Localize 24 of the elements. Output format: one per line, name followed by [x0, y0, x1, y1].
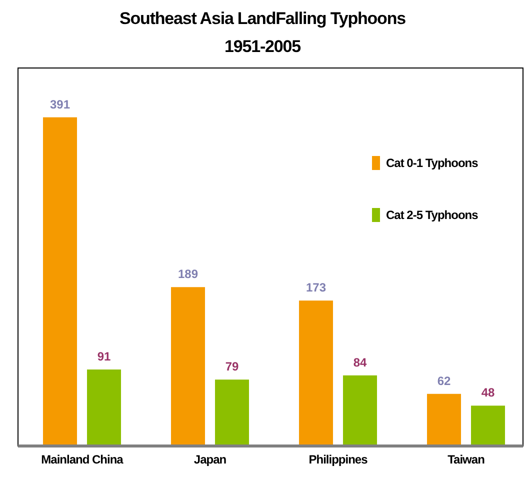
- bar: [427, 394, 461, 446]
- bar: [299, 300, 333, 446]
- x-tick-label: Philippines: [308, 452, 368, 467]
- x-tick-label: Japan: [194, 452, 226, 467]
- x-tick-label: Mainland China: [41, 452, 124, 467]
- data-label: 84: [353, 355, 367, 370]
- bar: [471, 406, 505, 446]
- legend-label: Cat 2-5 Typhoons: [386, 208, 479, 222]
- bar: [43, 117, 77, 446]
- data-label: 391: [50, 97, 70, 112]
- legend-label: Cat 0-1 Typhoons: [386, 156, 479, 170]
- data-label: 48: [481, 386, 495, 400]
- bar: [215, 380, 249, 446]
- data-label: 79: [225, 360, 239, 374]
- data-label: 173: [306, 280, 326, 295]
- data-label: 189: [178, 267, 198, 282]
- bar: [343, 375, 377, 446]
- bar: [171, 287, 205, 446]
- bar: [87, 370, 121, 446]
- chart-title: Southeast Asia LandFalling Typhoons: [120, 9, 406, 28]
- x-tick-label: Taiwan: [448, 452, 485, 467]
- data-label: 62: [437, 374, 451, 388]
- chart-subtitle: 1951-2005: [224, 37, 301, 56]
- data-label: 91: [97, 350, 111, 364]
